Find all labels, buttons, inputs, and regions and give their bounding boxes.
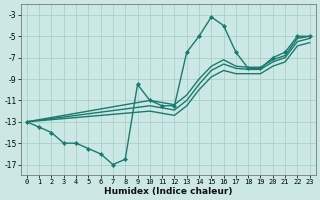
- X-axis label: Humidex (Indice chaleur): Humidex (Indice chaleur): [104, 187, 233, 196]
